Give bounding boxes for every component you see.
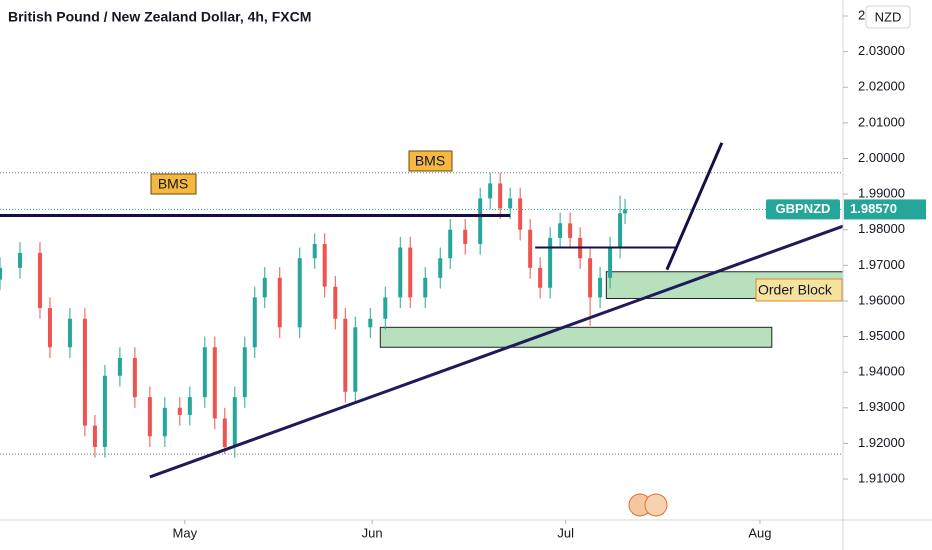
candle-body [598, 277, 603, 298]
bms-box [408, 150, 453, 172]
chart-title: British Pound / New Zealand Dollar, 4h, … [8, 9, 311, 25]
order-block-label: Order Block [758, 282, 833, 298]
y-tick-label: 1.97000 [858, 257, 905, 272]
y-tick-label: 1.95000 [858, 328, 905, 343]
y-tick-label: 1.93000 [858, 399, 905, 414]
candle-body [508, 198, 513, 209]
candle-body [312, 243, 317, 259]
candle-body [333, 286, 338, 319]
y-tick-label: 2.02000 [858, 79, 905, 94]
y-tick-label: 1.94000 [858, 364, 905, 379]
candle-body [17, 252, 22, 268]
candle-body [623, 209, 628, 214]
y-tick-label: 2.03000 [858, 43, 905, 58]
candle-body [222, 418, 227, 447]
price-tag [844, 199, 926, 220]
candle-body [297, 258, 302, 328]
candle-body [558, 223, 563, 238]
candle-body [147, 397, 152, 437]
drawn-line [149, 224, 844, 479]
candle-body [67, 318, 72, 348]
order-block-zone [379, 326, 773, 348]
candle-body [618, 213, 623, 248]
candle-body [82, 318, 87, 426]
candle-body [132, 357, 137, 398]
candle-body [478, 198, 483, 244]
candle-body [242, 347, 247, 398]
y-tick-label: 1.91000 [858, 470, 905, 485]
candle-body [498, 183, 503, 209]
candle-body [368, 318, 373, 328]
candle-body [353, 327, 358, 392]
y-tick-label: 1.99000 [858, 186, 905, 201]
drawn-line [665, 142, 724, 271]
candle-body [202, 347, 207, 398]
candle-body [47, 308, 52, 348]
candle-body [343, 318, 348, 392]
y-tick-label: 2.00000 [858, 150, 905, 165]
icon[interactable] [644, 493, 668, 517]
candle-body [37, 252, 42, 309]
candle-body [102, 375, 107, 447]
plot-area [0, 142, 844, 479]
candle-body [252, 297, 257, 348]
bms-label: BMS [415, 153, 445, 169]
candle-body [408, 247, 413, 298]
title-bg [4, 6, 384, 28]
candle-body [398, 247, 403, 298]
candle-body [212, 347, 217, 419]
axes: 1.91000 1.92000 1.93000 1.94000 1.95000 1.960… [173, 7, 926, 540]
candle-body [538, 267, 543, 288]
order-block-box [755, 278, 843, 302]
x-tick-label: Jul [557, 525, 574, 540]
candle-body [448, 229, 453, 259]
candle-body [187, 397, 192, 415]
candle-body [568, 223, 573, 238]
candle-body [0, 267, 2, 280]
y-tick-label: 1.96000 [858, 292, 905, 307]
candle-body [232, 397, 237, 447]
candle-body [117, 357, 122, 376]
last-price: 1.98570 [850, 201, 897, 216]
price-axis-bg [843, 0, 932, 550]
y-tick-label: 1.98000 [858, 221, 905, 236]
candle-body [518, 198, 523, 230]
symbol: GBPNZD [776, 201, 831, 216]
symbol-tag [766, 199, 840, 220]
candle-body [383, 297, 388, 319]
y-tick-label: 2.01000 [858, 114, 905, 129]
candle-body [322, 243, 327, 287]
x-tick-label: May [173, 525, 198, 540]
y-tick-label: 1.92000 [858, 435, 905, 450]
candle-body [608, 247, 613, 278]
x-tick-label: Aug [748, 525, 771, 540]
currency: NZD [875, 9, 902, 24]
candle-body [162, 407, 167, 437]
candle-body [438, 258, 443, 278]
candle-body [262, 277, 267, 298]
currency-badge[interactable] [865, 5, 911, 29]
time-axis-bg [0, 520, 932, 550]
bms-box [150, 173, 197, 195]
x-tick-label: Jun [362, 525, 383, 540]
candle-body [548, 237, 553, 288]
candle-body [528, 229, 533, 268]
bms-label: BMS [158, 176, 188, 192]
candle-body [488, 183, 493, 199]
candle-body [463, 229, 468, 244]
candle-body [277, 277, 282, 328]
candle-body [177, 407, 182, 415]
candle-body [588, 258, 593, 298]
candle-body [423, 277, 428, 298]
candle-body [92, 425, 97, 447]
